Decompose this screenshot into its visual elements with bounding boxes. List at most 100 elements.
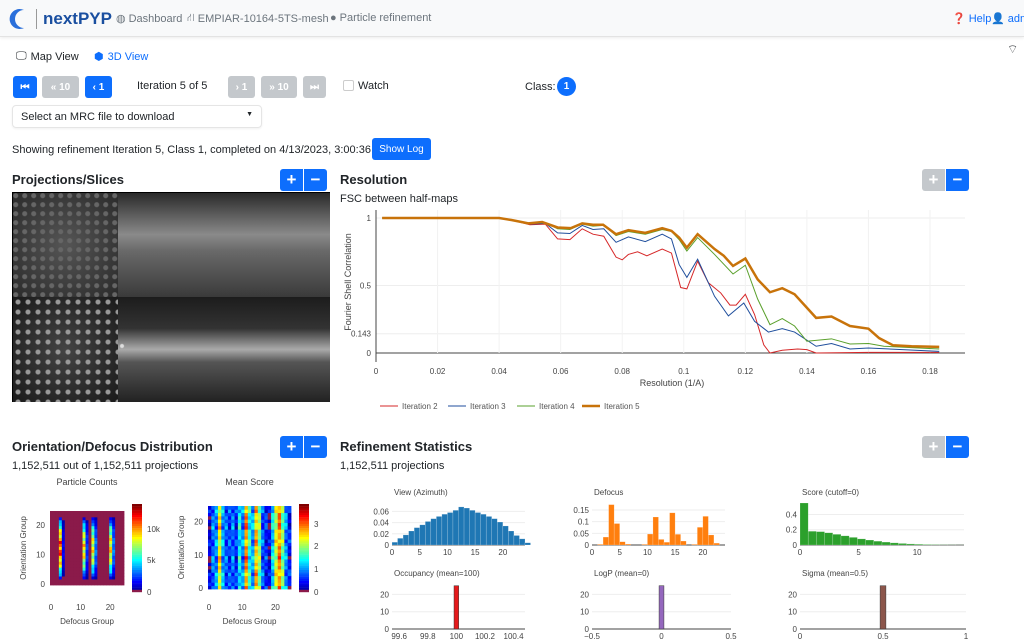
heatmap-cell — [97, 534, 101, 539]
heatmap-cell — [214, 555, 219, 560]
heatmap-cell — [85, 546, 89, 550]
heatmap-cell — [70, 525, 75, 530]
nav-project[interactable]: ⛙ EMPIAR-10164-5TS-mesh — [187, 12, 329, 26]
monitor-icon: 🖵 — [16, 50, 27, 62]
heatmap-cell — [254, 529, 259, 533]
brand-name: nextPYP — [43, 9, 112, 28]
heatmap-cell — [67, 552, 72, 556]
heatmap-cell — [221, 535, 225, 540]
heatmap-cell — [58, 531, 63, 536]
heatmap-cell — [112, 528, 116, 533]
heatmap-cell — [82, 570, 86, 574]
heatmap-cell — [94, 516, 98, 521]
heatmap-cell — [221, 579, 225, 583]
heatmap-cell — [237, 542, 242, 547]
heatmap-cell — [221, 509, 225, 514]
heatmap-cell — [100, 564, 104, 568]
heatmap-cell — [70, 564, 75, 568]
heatmap-cell — [100, 561, 104, 565]
cube-icon: ⬢ — [94, 51, 104, 63]
heatmap-cell — [97, 576, 101, 580]
back-1-button[interactable]: ‹ 1 — [85, 76, 112, 98]
heatmap-cell — [241, 579, 245, 583]
heatmap-cell — [277, 525, 282, 530]
nav-dashboard[interactable]: ◍ Dashboard — [116, 12, 182, 26]
user-menu[interactable]: 👤admi — [991, 12, 1024, 26]
projections-zoom-in-button[interactable]: + — [280, 169, 303, 191]
heatmap-cell — [247, 506, 252, 510]
heatmap-cell — [277, 529, 282, 533]
mrc-download-select[interactable]: Select an MRC file to download ▼ — [12, 105, 262, 128]
orientation-zoom-in-button[interactable]: + — [280, 436, 303, 458]
last-iteration-button[interactable]: ⏭ — [303, 76, 326, 98]
fsc-xlabel: Resolution (1/A) — [640, 378, 705, 388]
orientation-zoom-out-button[interactable]: − — [304, 436, 327, 458]
heatmap-cell — [50, 579, 54, 583]
heatmap-cell — [267, 525, 272, 530]
colorbar-segment — [299, 532, 309, 535]
class-badge[interactable]: 1 — [557, 77, 576, 96]
heatmap-cell — [109, 546, 113, 550]
resolution-zoom-in-button[interactable]: + — [922, 169, 945, 191]
heatmap-cell — [58, 513, 63, 518]
heatmap-cell — [274, 555, 279, 560]
watch-checkbox[interactable] — [343, 80, 354, 91]
projections-zoom-out-button[interactable]: − — [304, 169, 327, 191]
heatmap-cell — [106, 558, 110, 562]
heatmap-cell — [94, 558, 98, 562]
heatmap-cell — [244, 552, 249, 557]
hist-bar — [474, 512, 481, 546]
stats-zoom-out-button[interactable]: − — [946, 436, 969, 458]
back-10-button[interactable]: « 10 — [42, 76, 79, 98]
heatmap-cell — [257, 515, 262, 520]
heatmap-cell — [91, 516, 95, 521]
heatmap-cell — [73, 516, 78, 521]
heatmap-cell — [264, 555, 269, 560]
forward-1-button[interactable]: › 1 — [228, 76, 255, 98]
tab-3d-view[interactable]: ⬢ 3D View — [94, 50, 148, 64]
hist-ytick: 0 — [793, 541, 798, 550]
heatmap-cell — [214, 522, 219, 527]
heatmap-cell — [52, 534, 57, 539]
colorbar-segment — [299, 589, 309, 593]
heatmap-cell — [237, 579, 242, 583]
tab-map-view[interactable]: 🖵 Map View — [16, 50, 79, 63]
colorbar-segment — [132, 530, 142, 533]
forward-10-button[interactable]: » 10 — [261, 76, 297, 98]
heatmap-cell — [118, 513, 122, 518]
heatmap-cell — [274, 575, 279, 580]
heatmap-cell — [221, 552, 225, 557]
heatmap-cell — [118, 582, 122, 586]
heatmap-cell — [100, 540, 104, 544]
nextpyp-logo[interactable]: nextPYP — [8, 8, 112, 30]
heatmap-cell — [70, 528, 75, 533]
nav-block[interactable]: ● Particle refinement — [330, 12, 431, 24]
help-link[interactable]: ❓ Help — [952, 12, 991, 26]
show-log-button[interactable]: Show Log — [372, 138, 431, 160]
heatmap-cell — [103, 567, 107, 571]
user-label: admi — [1007, 12, 1024, 25]
heatmap-cell — [91, 531, 95, 536]
fsc-subtitle: FSC between half-maps — [340, 193, 458, 205]
heatmap-cell — [247, 569, 252, 573]
heatmap-cell — [88, 561, 92, 565]
heatmap-cell — [208, 545, 212, 550]
heatmap-cell — [52, 516, 57, 521]
heatmap-cell — [58, 561, 63, 565]
hist-ytick: 0.2 — [786, 526, 798, 535]
heatmap-cell — [61, 552, 66, 556]
resolution-zoom-out-button[interactable]: − — [946, 169, 969, 191]
heatmap-cell — [264, 572, 269, 577]
heatmap-cell — [261, 582, 265, 587]
first-iteration-button[interactable]: ⏮ — [13, 76, 37, 98]
heatmap-cell — [88, 576, 92, 580]
heatmap-cell — [112, 570, 116, 574]
heatmap-cell — [274, 522, 279, 527]
heatmap-cell — [271, 532, 275, 537]
heatmap-cell — [91, 513, 95, 518]
heatmap-cell — [118, 576, 122, 580]
stats-zoom-in-button[interactable]: + — [922, 436, 945, 458]
heatmap-cell — [109, 570, 113, 574]
hist-bar — [419, 524, 426, 546]
heatmap-cell — [261, 529, 265, 533]
